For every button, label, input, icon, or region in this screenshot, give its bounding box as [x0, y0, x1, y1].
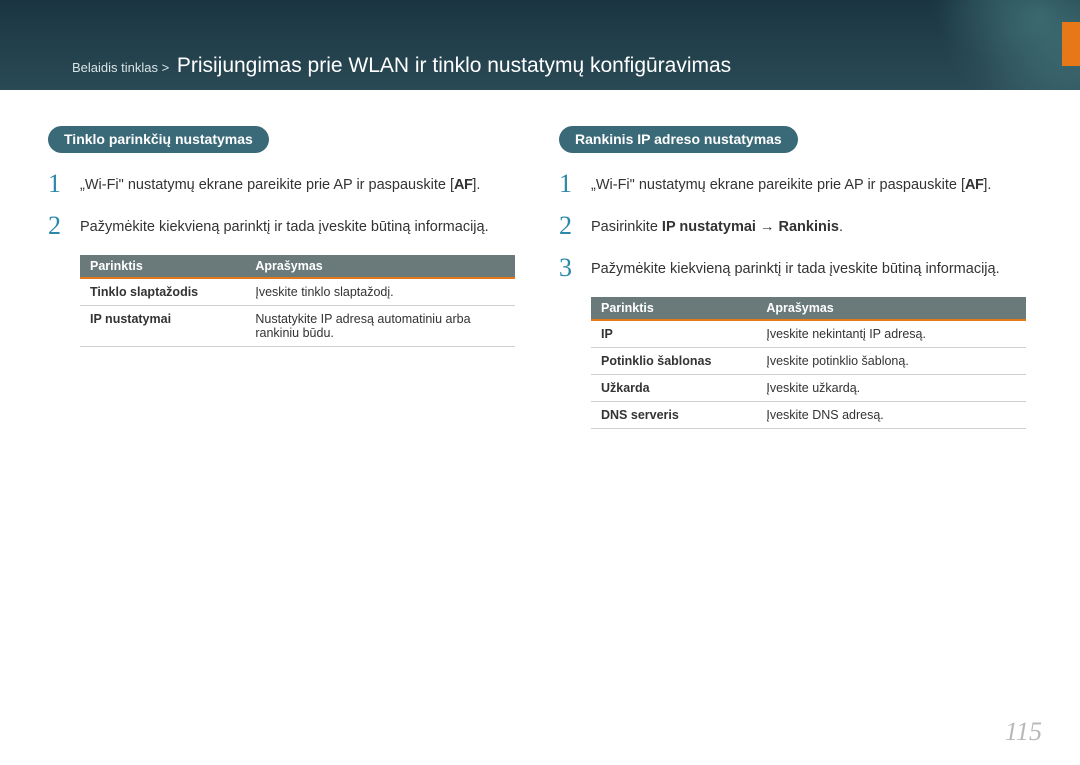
step-item: 1 „Wi-Fi" nustatymų ekrane pareikite pri…	[559, 171, 1032, 197]
af-icon: AF	[965, 177, 983, 193]
breadcrumb: Belaidis tinklas > Prisijungimas prie WL…	[72, 54, 731, 78]
table-header: Parinktis	[80, 255, 245, 278]
step-text: Pasirinkite IP nustatymai → Rankinis.	[591, 213, 843, 239]
page-title: Prisijungimas prie WLAN ir tinklo nustat…	[177, 54, 731, 77]
left-column: Tinklo parinkčių nustatymas 1 „Wi-Fi" nu…	[48, 126, 521, 429]
step-number: 3	[559, 255, 577, 281]
step-item: 3 Pažymėkite kiekvieną parinktį ir tada …	[559, 255, 1032, 281]
step-number: 2	[559, 213, 577, 239]
step-item: 2 Pasirinkite IP nustatymai → Rankinis.	[559, 213, 1032, 239]
table-row: Užkarda Įveskite užkardą.	[591, 375, 1026, 402]
step-text: „Wi-Fi" nustatymų ekrane pareikite prie …	[80, 171, 480, 197]
step-text: „Wi-Fi" nustatymų ekrane pareikite prie …	[591, 171, 991, 197]
section-heading-left: Tinklo parinkčių nustatymas	[48, 126, 269, 153]
right-column: Rankinis IP adreso nustatymas 1 „Wi-Fi" …	[559, 126, 1032, 429]
content-area: Tinklo parinkčių nustatymas 1 „Wi-Fi" nu…	[0, 90, 1080, 429]
table-header: Aprašymas	[756, 297, 1026, 320]
options-table-right: Parinktis Aprašymas IP Įveskite nekintan…	[591, 297, 1026, 429]
options-table-left: Parinktis Aprašymas Tinklo slaptažodis Į…	[80, 255, 515, 347]
table-header: Parinktis	[591, 297, 756, 320]
step-text: Pažymėkite kiekvieną parinktį ir tada įv…	[80, 213, 489, 239]
table-row: Tinklo slaptažodis Įveskite tinklo slapt…	[80, 278, 515, 306]
side-orange-tab	[1062, 22, 1080, 66]
breadcrumb-prefix: Belaidis tinklas >	[72, 60, 169, 75]
table-row: IP Įveskite nekintantį IP adresą.	[591, 320, 1026, 348]
step-number: 1	[559, 171, 577, 197]
header-band: Belaidis tinklas > Prisijungimas prie WL…	[0, 0, 1080, 90]
af-icon: AF	[454, 177, 472, 193]
step-number: 2	[48, 213, 66, 239]
step-number: 1	[48, 171, 66, 197]
step-item: 1 „Wi-Fi" nustatymų ekrane pareikite pri…	[48, 171, 521, 197]
table-row: DNS serveris Įveskite DNS adresą.	[591, 402, 1026, 429]
table-row: Potinklio šablonas Įveskite potinklio ša…	[591, 348, 1026, 375]
step-text: Pažymėkite kiekvieną parinktį ir tada įv…	[591, 255, 1000, 281]
page-number: 115	[1005, 717, 1042, 747]
step-item: 2 Pažymėkite kiekvieną parinktį ir tada …	[48, 213, 521, 239]
table-header: Aprašymas	[245, 255, 515, 278]
section-heading-right: Rankinis IP adreso nustatymas	[559, 126, 798, 153]
table-row: IP nustatymai Nustatykite IP adresą auto…	[80, 306, 515, 347]
